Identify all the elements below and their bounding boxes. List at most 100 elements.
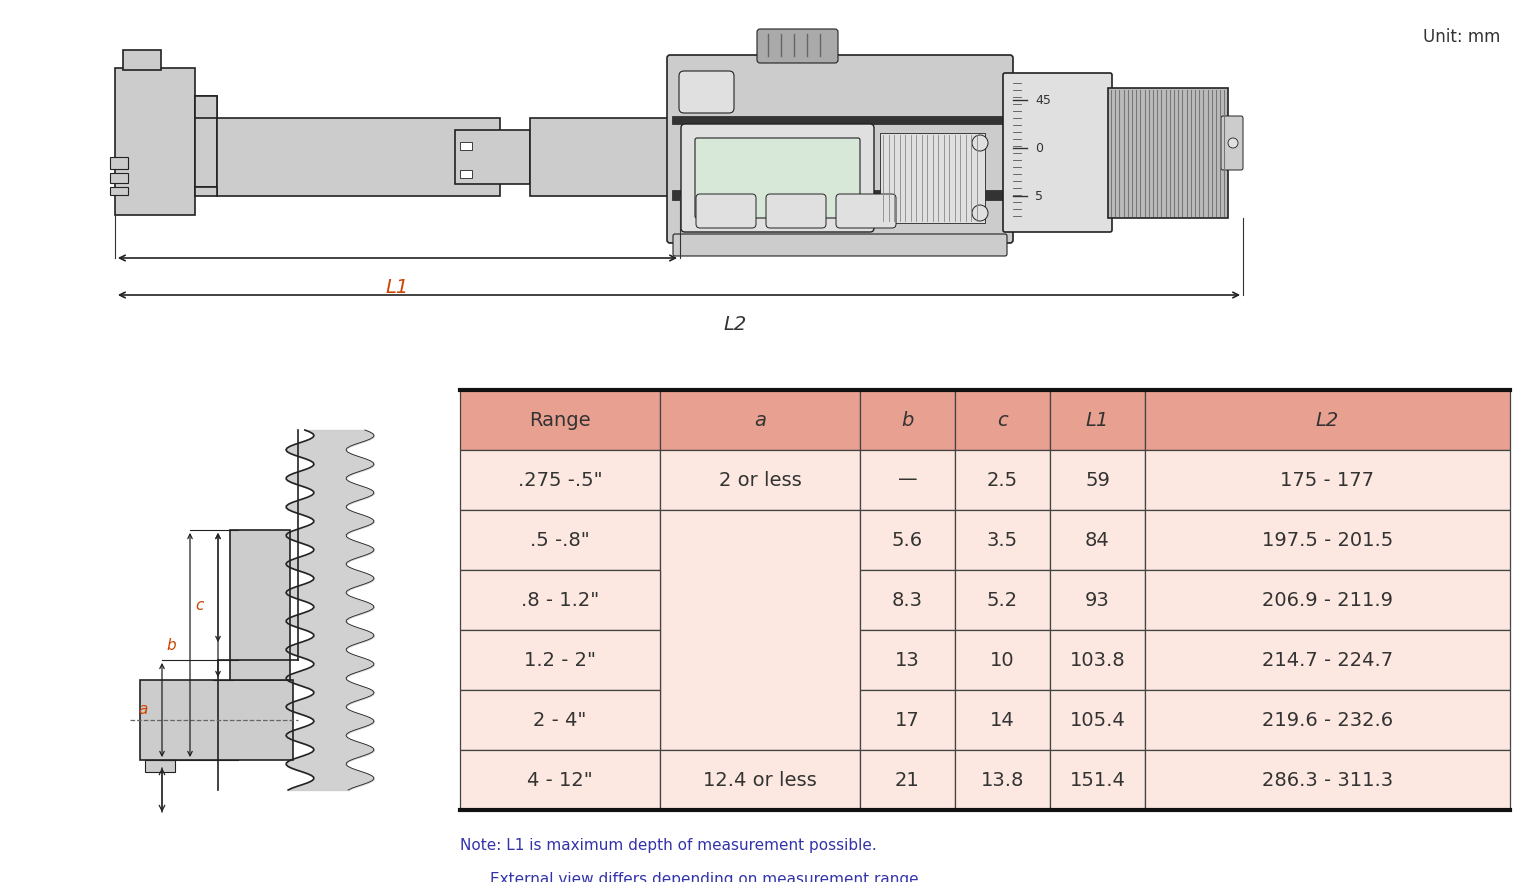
Bar xyxy=(1145,690,1510,750)
Text: 8.3: 8.3 xyxy=(892,591,923,609)
FancyBboxPatch shape xyxy=(836,194,897,228)
Bar xyxy=(955,630,1051,690)
Text: 286.3 - 311.3: 286.3 - 311.3 xyxy=(1263,771,1392,789)
Bar xyxy=(860,690,955,750)
Bar xyxy=(110,157,128,169)
Bar xyxy=(461,750,660,810)
Text: 84: 84 xyxy=(1086,530,1110,549)
Bar xyxy=(461,690,660,750)
Bar xyxy=(880,133,985,223)
Text: 14: 14 xyxy=(990,711,1014,729)
Bar xyxy=(955,750,1051,810)
Text: 21: 21 xyxy=(895,771,920,789)
Circle shape xyxy=(971,205,988,221)
Bar xyxy=(955,510,1051,570)
Text: 1.2 - 2": 1.2 - 2" xyxy=(525,651,596,669)
FancyBboxPatch shape xyxy=(695,138,860,218)
Text: —: — xyxy=(898,470,918,490)
Bar xyxy=(1051,390,1145,450)
Text: .275 -.5": .275 -.5" xyxy=(517,470,602,490)
Text: Note: L1 is maximum depth of measurement possible.: Note: L1 is maximum depth of measurement… xyxy=(461,838,877,853)
Bar xyxy=(1051,450,1145,510)
FancyBboxPatch shape xyxy=(666,55,1013,243)
Text: 151.4: 151.4 xyxy=(1069,771,1125,789)
Bar xyxy=(660,510,860,750)
Bar xyxy=(230,530,290,680)
Text: a: a xyxy=(753,410,766,430)
Circle shape xyxy=(971,135,988,151)
Bar xyxy=(955,390,1051,450)
FancyBboxPatch shape xyxy=(756,29,839,63)
Bar xyxy=(1051,570,1145,630)
FancyBboxPatch shape xyxy=(695,194,756,228)
Bar xyxy=(955,690,1051,750)
FancyBboxPatch shape xyxy=(679,71,734,113)
Bar xyxy=(195,96,217,187)
FancyBboxPatch shape xyxy=(1003,73,1112,232)
Bar xyxy=(955,450,1051,510)
Bar xyxy=(1051,510,1145,570)
Text: External view differs depending on measurement range.: External view differs depending on measu… xyxy=(490,872,924,882)
Bar xyxy=(1145,750,1510,810)
Text: 219.6 - 232.6: 219.6 - 232.6 xyxy=(1263,711,1392,729)
Text: 2 - 4": 2 - 4" xyxy=(534,711,587,729)
Bar xyxy=(860,570,955,630)
Text: 103.8: 103.8 xyxy=(1069,651,1125,669)
Bar xyxy=(145,760,175,772)
Bar xyxy=(1051,750,1145,810)
Bar xyxy=(1145,450,1510,510)
Text: 175 - 177: 175 - 177 xyxy=(1281,470,1374,490)
Bar xyxy=(1051,690,1145,750)
Text: 2 or less: 2 or less xyxy=(718,470,801,490)
Bar xyxy=(1145,570,1510,630)
Text: 3.5: 3.5 xyxy=(987,530,1019,549)
Bar xyxy=(860,450,955,510)
Text: b: b xyxy=(166,638,175,653)
Text: c: c xyxy=(195,597,204,612)
Text: L1: L1 xyxy=(1086,410,1109,430)
Bar xyxy=(461,390,660,450)
Bar xyxy=(1109,88,1228,218)
FancyBboxPatch shape xyxy=(1222,116,1243,170)
Bar xyxy=(860,510,955,570)
Bar xyxy=(461,450,660,510)
FancyBboxPatch shape xyxy=(673,234,1006,256)
Bar xyxy=(461,170,473,178)
Bar xyxy=(1145,510,1510,570)
Text: 17: 17 xyxy=(895,711,920,729)
Bar xyxy=(454,130,531,184)
Text: 93: 93 xyxy=(1086,591,1110,609)
Text: Unit: mm: Unit: mm xyxy=(1423,28,1501,46)
Text: 2.5: 2.5 xyxy=(987,470,1019,490)
Text: 12.4 or less: 12.4 or less xyxy=(703,771,817,789)
Text: L1: L1 xyxy=(386,278,409,297)
Bar xyxy=(140,680,293,760)
Bar xyxy=(1145,390,1510,450)
Text: L2: L2 xyxy=(724,315,747,334)
Bar xyxy=(110,187,128,195)
Polygon shape xyxy=(195,96,217,118)
Bar xyxy=(217,118,500,196)
Bar xyxy=(1145,630,1510,690)
Bar xyxy=(660,450,860,510)
Text: 13.8: 13.8 xyxy=(981,771,1025,789)
Bar xyxy=(860,390,955,450)
Text: 5.2: 5.2 xyxy=(987,591,1019,609)
Text: 214.7 - 224.7: 214.7 - 224.7 xyxy=(1263,651,1392,669)
Text: .8 - 1.2": .8 - 1.2" xyxy=(522,591,599,609)
Text: 5.6: 5.6 xyxy=(892,530,923,549)
Bar xyxy=(461,142,473,150)
Text: a: a xyxy=(139,702,148,717)
Circle shape xyxy=(1228,138,1238,148)
Bar xyxy=(461,510,660,570)
Bar xyxy=(1051,630,1145,690)
Bar xyxy=(860,750,955,810)
Bar xyxy=(955,570,1051,630)
FancyBboxPatch shape xyxy=(682,124,874,232)
Text: b: b xyxy=(901,410,913,430)
Bar xyxy=(461,630,660,690)
Text: 105.4: 105.4 xyxy=(1069,711,1125,729)
Text: 206.9 - 211.9: 206.9 - 211.9 xyxy=(1263,591,1392,609)
Text: 45: 45 xyxy=(1035,93,1051,107)
Text: 59: 59 xyxy=(1086,470,1110,490)
